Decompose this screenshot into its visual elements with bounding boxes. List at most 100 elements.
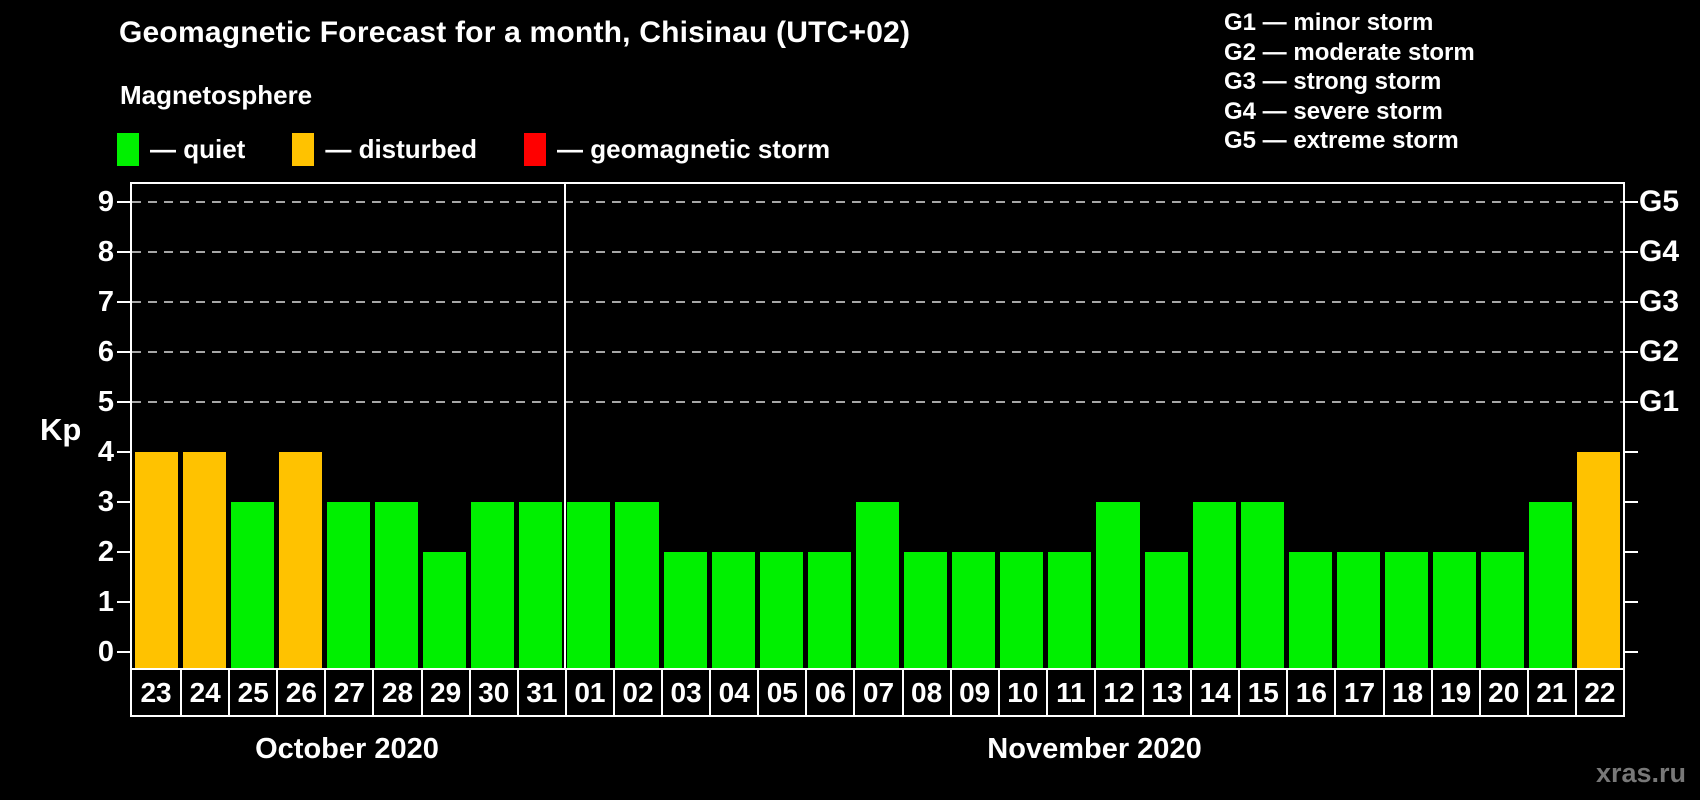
bar-day-22 — [1577, 452, 1621, 668]
bar-day-16 — [1288, 552, 1332, 668]
gridline-kp-9 — [132, 201, 1623, 203]
storm-scale-line: G1 — minor storm — [1224, 9, 1434, 36]
date-cell: 16 — [1286, 670, 1334, 715]
left-axis-tick — [117, 501, 130, 503]
left-axis-tick — [117, 201, 130, 203]
date-cell: 15 — [1238, 670, 1286, 715]
date-cell: 05 — [757, 670, 805, 715]
month-label: October 2020 — [255, 733, 439, 765]
date-cell: 22 — [1574, 670, 1623, 715]
bar-day-21 — [1529, 502, 1573, 668]
bar-day-23 — [134, 452, 178, 668]
month-separator-line — [563, 184, 566, 668]
bar-day-08 — [904, 552, 948, 668]
date-cell: 13 — [1142, 670, 1190, 715]
gridline-kp-7 — [132, 301, 1623, 303]
g-level-label-g5: G5 — [1639, 185, 1680, 218]
y-tick-label: 2 — [97, 536, 114, 568]
magnetosphere-legend: — quiet — disturbed — geomagnetic storm — [117, 131, 830, 167]
gridline-kp-5 — [132, 401, 1623, 403]
bar-day-02 — [615, 502, 659, 668]
left-axis-tick — [117, 351, 130, 353]
watermark: xras.ru — [1595, 758, 1686, 788]
legend-item-disturbed: — disturbed — [292, 132, 478, 166]
legend-swatch-quiet — [117, 132, 139, 166]
storm-scale-line: G3 — strong storm — [1224, 68, 1442, 95]
bar-day-05 — [759, 552, 803, 668]
y-tick-label: 9 — [97, 186, 114, 218]
legend-item-label: — quiet — [150, 133, 246, 164]
left-axis-tick — [117, 451, 130, 453]
right-axis-tick — [1625, 351, 1638, 353]
legend-item-label: — geomagnetic storm — [557, 133, 831, 164]
date-cell: 02 — [612, 670, 661, 715]
date-axis-row: 23 24 25 26 27 28 29 30 31 01 02 03 04 05 06 07 08 09 10 11… — [130, 668, 1625, 717]
bar-day-04 — [711, 552, 755, 668]
legend-item-label: — disturbed — [325, 133, 478, 164]
bar-day-09 — [952, 552, 996, 668]
date-cell: 23 — [140, 676, 172, 708]
g-level-label-g4: G4 — [1639, 235, 1680, 268]
y-tick-label: 7 — [97, 286, 114, 318]
bar-day-13 — [1144, 552, 1188, 668]
left-axis-tick — [117, 251, 130, 253]
date-cell: 24 — [180, 670, 228, 715]
plot-area: 0 1 2 3 4 5 6 7 8 9 G1 G2 G3 G4 G5 — [98, 182, 1679, 670]
right-axis-tick — [1625, 401, 1638, 403]
right-axis-tick — [1625, 651, 1638, 653]
date-cell: 11 — [1045, 670, 1094, 715]
gridline-kp-8 — [132, 251, 1623, 253]
gridline-kp-6 — [132, 351, 1623, 353]
bar-day-24 — [182, 452, 226, 668]
bar-day-12 — [1096, 502, 1140, 668]
date-cell: 28 — [372, 670, 420, 715]
bar-day-17 — [1336, 552, 1380, 668]
date-cell: 18 — [1382, 670, 1431, 715]
left-axis-tick — [117, 601, 130, 603]
left-axis-tick — [117, 401, 130, 403]
legend-item-storm: — geomagnetic storm — [524, 132, 831, 166]
right-axis-tick — [1625, 601, 1638, 603]
date-cell: 04 — [709, 670, 757, 715]
date-cell: 14 — [1190, 670, 1238, 715]
g-level-label-g1: G1 — [1639, 385, 1680, 418]
right-axis-tick — [1625, 451, 1638, 453]
bar-day-03 — [663, 552, 707, 668]
date-cell: 30 — [468, 670, 517, 715]
date-cell: 07 — [853, 670, 901, 715]
bar-day-27 — [326, 502, 370, 668]
month-label: November 2020 — [987, 733, 1202, 765]
bar-day-30 — [471, 502, 515, 668]
right-axis-tick — [1625, 201, 1638, 203]
date-cell: 20 — [1478, 670, 1527, 715]
bar-day-01 — [567, 502, 611, 668]
date-cell: 08 — [901, 670, 950, 715]
date-cell: 12 — [1093, 670, 1142, 715]
y-tick-label: 0 — [97, 636, 114, 668]
bar-day-06 — [807, 552, 851, 668]
date-cell: 29 — [420, 670, 469, 715]
bar-day-26 — [278, 452, 322, 668]
date-cell: 10 — [997, 670, 1046, 715]
storm-scale-line: G5 — extreme storm — [1224, 127, 1459, 154]
bar-day-29 — [423, 552, 467, 668]
bar-day-19 — [1433, 552, 1477, 668]
bar-day-31 — [519, 502, 563, 668]
bar-day-07 — [855, 502, 900, 668]
bar-day-11 — [1048, 552, 1092, 668]
right-axis-tick — [1625, 551, 1638, 553]
y-tick-label: 3 — [97, 486, 114, 518]
storm-scale-legend: G1 — minor storm G2 — moderate storm G3 — … — [1224, 8, 1475, 156]
bar-day-20 — [1481, 552, 1525, 668]
date-cell: 25 — [228, 670, 276, 715]
date-cell: 31 — [516, 670, 565, 715]
y-tick-label: 8 — [97, 236, 114, 268]
page-title: Geomagnetic Forecast for a month, Chisin… — [119, 16, 911, 49]
y-tick-label: 4 — [97, 436, 114, 468]
bar-day-28 — [374, 502, 419, 668]
g-level-label-g3: G3 — [1639, 285, 1680, 318]
date-cell: 27 — [324, 670, 372, 715]
date-cell: 09 — [949, 670, 998, 715]
y-tick-label: 5 — [97, 386, 114, 418]
